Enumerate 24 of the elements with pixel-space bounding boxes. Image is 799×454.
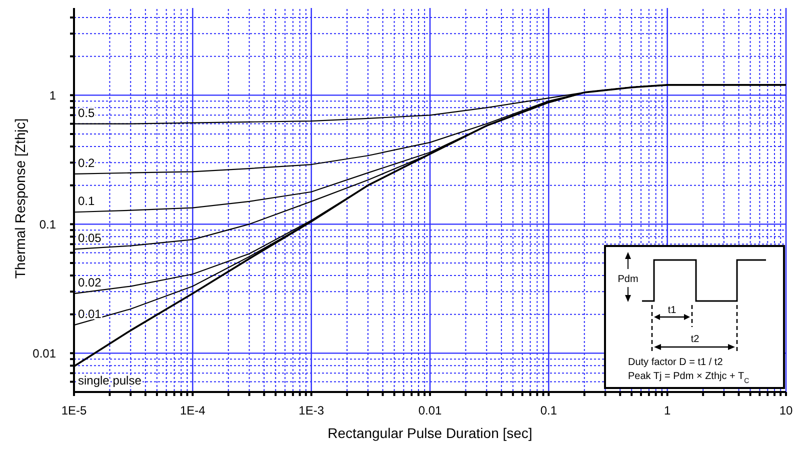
series-label: 0.5 <box>78 106 96 120</box>
x-tick-label: 1E-5 <box>61 404 87 418</box>
annotation: Peak Tj = Pdm × Zthjc + T$_{C}$ <box>628 371 750 384</box>
x-tick-label: 1E-4 <box>180 404 206 418</box>
x-axis-title: Rectangular Pulse Duration [sec] <box>328 425 532 441</box>
x-tick-label: 10 <box>779 404 793 418</box>
y-tick-label: 0.01 <box>32 346 56 360</box>
y-tick-label: 0.1 <box>39 217 56 232</box>
annotation: Duty factor D = t1 / t2 <box>628 357 724 368</box>
y-tick-label: 1 <box>49 88 56 102</box>
series-label: single pulse <box>78 373 142 388</box>
annotation: Pdm <box>618 274 638 285</box>
x-tick-label: 1E-3 <box>298 404 324 418</box>
series-label: 0.1 <box>78 194 96 208</box>
x-tick-label: 1 <box>664 404 671 418</box>
y-axis-title: Thermal Response [Zthjc] <box>12 118 28 279</box>
series-label: 0.05 <box>78 231 102 246</box>
series-label: 0.01 <box>78 307 102 322</box>
series-label: 0.2 <box>78 156 96 170</box>
series-label: 0.02 <box>78 276 102 290</box>
annotation: t2 <box>690 334 700 345</box>
x-tick-label: 0.1 <box>540 404 558 418</box>
x-tick-label: 0.01 <box>418 404 442 418</box>
annotation: t1 <box>668 305 677 316</box>
